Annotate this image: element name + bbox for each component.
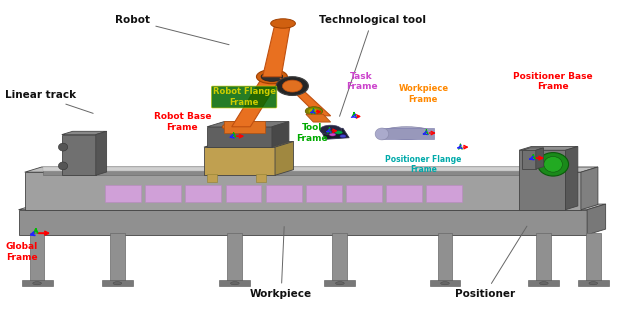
FancyBboxPatch shape	[43, 167, 562, 175]
Polygon shape	[519, 150, 565, 210]
FancyBboxPatch shape	[219, 280, 250, 286]
Polygon shape	[536, 148, 544, 169]
Polygon shape	[565, 146, 578, 210]
Ellipse shape	[256, 70, 287, 84]
FancyBboxPatch shape	[256, 174, 266, 182]
Ellipse shape	[113, 282, 122, 285]
Polygon shape	[96, 131, 106, 175]
FancyBboxPatch shape	[105, 185, 141, 202]
Ellipse shape	[540, 282, 548, 285]
FancyBboxPatch shape	[266, 185, 302, 202]
Ellipse shape	[222, 121, 266, 132]
Ellipse shape	[276, 77, 308, 95]
Polygon shape	[275, 141, 294, 175]
Polygon shape	[25, 172, 581, 210]
Polygon shape	[25, 167, 598, 172]
FancyBboxPatch shape	[226, 185, 261, 202]
Ellipse shape	[375, 128, 389, 140]
FancyBboxPatch shape	[430, 280, 460, 286]
Text: Global
Frame: Global Frame	[6, 242, 38, 262]
Text: Robot Flange
Frame: Robot Flange Frame	[213, 87, 276, 107]
FancyBboxPatch shape	[306, 185, 342, 202]
Polygon shape	[522, 150, 536, 169]
Polygon shape	[263, 23, 290, 77]
Text: Positioner Flange
Frame: Positioner Flange Frame	[385, 155, 462, 174]
Ellipse shape	[336, 282, 344, 285]
Ellipse shape	[335, 131, 342, 134]
FancyBboxPatch shape	[346, 185, 382, 202]
Text: Tool
Frame: Tool Frame	[296, 123, 328, 143]
Text: Robot Base
Frame: Robot Base Frame	[153, 112, 211, 132]
FancyBboxPatch shape	[438, 233, 452, 282]
FancyBboxPatch shape	[324, 280, 355, 286]
Ellipse shape	[320, 125, 341, 135]
Ellipse shape	[261, 72, 283, 81]
Text: Task
Frame: Task Frame	[345, 72, 378, 91]
Polygon shape	[62, 135, 96, 175]
Ellipse shape	[329, 133, 336, 136]
Polygon shape	[62, 131, 106, 135]
Polygon shape	[207, 127, 272, 147]
Polygon shape	[19, 204, 606, 210]
FancyBboxPatch shape	[386, 185, 422, 202]
Ellipse shape	[231, 282, 239, 285]
Ellipse shape	[538, 152, 569, 176]
Text: Workpiece: Workpiece	[250, 227, 312, 299]
Text: Robot: Robot	[116, 15, 229, 45]
FancyBboxPatch shape	[110, 233, 125, 282]
Text: Positioner Base
Frame: Positioner Base Frame	[514, 72, 593, 91]
Polygon shape	[204, 141, 294, 147]
Ellipse shape	[589, 282, 598, 285]
FancyBboxPatch shape	[224, 121, 265, 133]
Polygon shape	[204, 147, 275, 175]
Text: Linear track: Linear track	[4, 90, 93, 113]
Ellipse shape	[308, 108, 320, 114]
Ellipse shape	[58, 162, 67, 170]
FancyBboxPatch shape	[102, 280, 133, 286]
FancyBboxPatch shape	[536, 233, 551, 282]
FancyBboxPatch shape	[528, 280, 559, 286]
Polygon shape	[232, 77, 281, 127]
Text: Workpiece
Frame: Workpiece Frame	[398, 84, 449, 104]
FancyBboxPatch shape	[30, 233, 44, 282]
FancyBboxPatch shape	[145, 185, 181, 202]
Polygon shape	[306, 114, 331, 122]
Ellipse shape	[380, 127, 433, 139]
FancyBboxPatch shape	[185, 185, 221, 202]
Polygon shape	[581, 167, 598, 210]
Ellipse shape	[305, 107, 323, 115]
FancyBboxPatch shape	[578, 280, 609, 286]
Polygon shape	[522, 148, 544, 150]
Polygon shape	[207, 122, 289, 127]
Text: Positioner: Positioner	[455, 226, 527, 299]
FancyBboxPatch shape	[586, 233, 601, 282]
Polygon shape	[280, 78, 331, 116]
Text: Technological tool: Technological tool	[318, 15, 426, 116]
Ellipse shape	[58, 143, 67, 151]
FancyBboxPatch shape	[207, 174, 217, 182]
Ellipse shape	[282, 80, 302, 92]
FancyBboxPatch shape	[382, 128, 434, 139]
Polygon shape	[519, 146, 578, 150]
FancyBboxPatch shape	[22, 280, 53, 286]
Polygon shape	[272, 122, 289, 147]
Ellipse shape	[340, 135, 346, 138]
FancyBboxPatch shape	[426, 185, 462, 202]
Polygon shape	[320, 128, 349, 139]
Ellipse shape	[271, 19, 295, 28]
Ellipse shape	[544, 156, 562, 172]
FancyBboxPatch shape	[227, 233, 242, 282]
Ellipse shape	[33, 282, 41, 285]
Ellipse shape	[441, 282, 449, 285]
Polygon shape	[19, 210, 587, 235]
FancyBboxPatch shape	[43, 167, 562, 171]
Polygon shape	[587, 204, 606, 235]
FancyBboxPatch shape	[332, 233, 347, 282]
